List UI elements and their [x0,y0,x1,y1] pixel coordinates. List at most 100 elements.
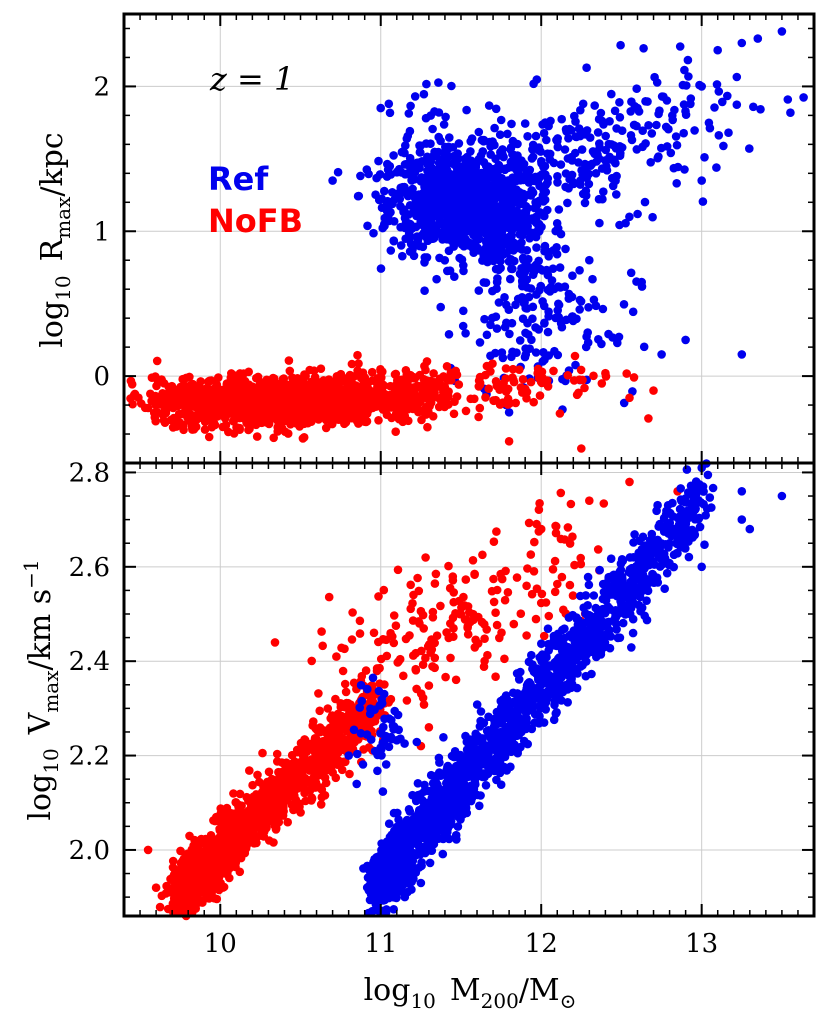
bottom-nofb-point [480,634,489,643]
top-ref-point [568,312,577,321]
top-nofb-point [572,390,582,400]
top-ref-point [486,351,495,361]
top-nofb-point [258,409,268,418]
top-ref-point [462,105,471,115]
top-ref-point [384,99,394,109]
bottom-nofb-point [249,830,259,839]
top-ref-point [714,131,724,140]
bottom-nofb-point [355,629,365,638]
top-nofb-point [421,365,430,375]
top-nofb-point [235,423,244,433]
top-ref-point [410,92,420,101]
bottom-nofb-point [444,633,454,643]
bottom-nofb-point [200,878,209,887]
top-ref-point [418,203,427,213]
top-nofb-point [376,365,385,374]
top-ref-point [489,256,498,266]
top-ref-point [639,342,649,352]
top-nofb-point [474,412,483,422]
top-ref-point [686,99,695,109]
top-nofb-point [362,417,372,426]
top-ref-point [516,176,525,185]
top-ref-point [511,300,520,310]
bottom-nofb-point [563,523,573,532]
top-ref-point [648,212,657,222]
top-ref-point [422,253,432,262]
top-nofb-point [214,373,223,382]
top-nofb-point [339,395,348,404]
top-ref-point [672,179,681,188]
bottom-ref-point [705,493,715,502]
top-nofb-point [387,413,396,423]
top-ref-point [571,117,580,126]
top-nofb-point [589,371,598,381]
top-ref-point [517,264,526,273]
bottom-nofb-point [332,652,341,661]
bottom-nofb-point [258,748,267,758]
top-ref-point [671,132,681,141]
bottom-nofb-point [207,843,216,852]
top-nofb-point [268,373,278,383]
top-ref-point [445,133,454,142]
bottom-nofb-point [295,762,304,772]
top-nofb-point [489,396,499,406]
top-ref-point [426,204,435,214]
top-ref-point [427,163,437,173]
top-nofb-point [406,387,416,397]
top-ref-point [543,205,552,215]
bottom-nofb-point [242,792,251,802]
bottom-nofb-point [500,654,509,664]
top-ref-point [513,213,523,222]
top-ref-point [435,155,444,164]
top-ref-point [487,224,496,234]
top-ref-point [571,360,580,370]
bottom-nofb-point [424,681,434,690]
top-nofb-point [285,366,295,376]
top-nofb-point [383,399,392,409]
bottom-nofb-point [259,787,268,797]
top-nofb-point [482,361,492,371]
top-ref-point [477,207,486,217]
bottom-ref-point [584,580,594,590]
top-ref-point [503,129,512,139]
top-ref-point [612,190,621,199]
top-nofb-point [409,399,418,408]
bottom-nofb-point [258,814,268,824]
top-ref-point [684,72,693,81]
bottom-nofb-point [271,823,281,833]
bottom-nofb-point [483,650,492,660]
top-ref-point [526,284,536,293]
top-ref-point [491,264,501,274]
top-nofb-point [394,414,404,424]
top-nofb-point [310,372,320,382]
top-ref-point [452,211,462,221]
top-ref-point [446,188,455,197]
top-nofb-point [481,393,490,402]
top-ref-point [543,327,553,337]
top-nofb-point [287,379,297,388]
bottom-nofb-point [468,556,478,565]
bottom-nofb-point [451,609,460,618]
top-ref-point [745,144,754,153]
bottom-nofb-point [394,657,403,666]
top-nofb-point [374,416,383,425]
top-nofb-point [252,432,262,441]
top-ref-point [552,219,562,228]
top-ref-point [543,285,553,295]
bottom-nofb-point [215,824,224,834]
top-ref-point [527,154,537,163]
top-ref-point [490,123,499,133]
top-ref-point [666,148,676,158]
top-ref-point [401,141,410,150]
bottom-nofb-point [357,671,367,681]
bottom-nofb-point [331,694,340,704]
bottom-nofb-point [346,700,356,709]
top-ref-point [500,293,509,302]
bottom-nofb-point [216,852,225,862]
top-ref-point [662,96,672,105]
top-ref-point [421,224,431,233]
top-ref-point [353,191,363,201]
bottom-nofb-point [544,611,554,621]
top-nofb-point [380,389,390,399]
top-nofb-point [151,372,160,381]
